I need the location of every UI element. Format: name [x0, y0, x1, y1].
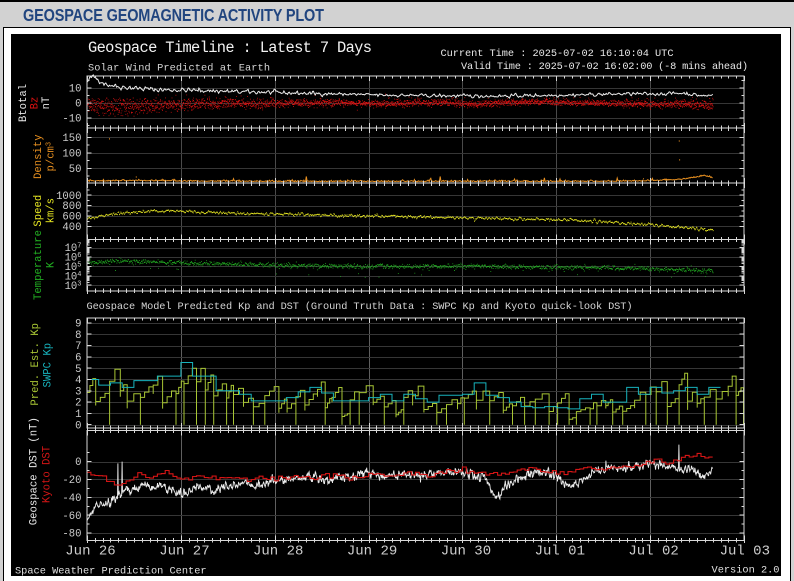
svg-text:-80: -80	[62, 529, 81, 541]
svg-text:Jun 26: Jun 26	[65, 544, 115, 560]
svg-text:107: 107	[65, 243, 82, 256]
svg-text:Jul 01: Jul 01	[535, 544, 585, 560]
svg-text:1000: 1000	[56, 191, 81, 203]
svg-text:km/s: km/s	[45, 198, 57, 223]
svg-text:8: 8	[75, 330, 81, 342]
svg-text:-60: -60	[62, 511, 81, 523]
svg-text:Bz: Bz	[29, 97, 41, 110]
svg-text:0: 0	[75, 99, 81, 111]
svg-text:Current Time : 2025-07-02 16:1: Current Time : 2025-07-02 16:10:04 UTC	[440, 48, 673, 60]
svg-text:104: 104	[65, 271, 82, 284]
svg-text:5: 5	[75, 364, 81, 376]
svg-text:-10: -10	[62, 114, 81, 126]
svg-text:3: 3	[75, 387, 81, 399]
svg-text:400: 400	[62, 222, 81, 234]
svg-text:0: 0	[75, 421, 81, 433]
svg-text:2: 2	[75, 398, 81, 410]
svg-text:Version 2.0: Version 2.0	[712, 565, 780, 577]
svg-text:-40: -40	[62, 493, 81, 505]
svg-text:-20: -20	[62, 475, 81, 487]
svg-text:Speed: Speed	[33, 195, 45, 227]
svg-text:600: 600	[62, 212, 81, 224]
svg-text:0: 0	[75, 457, 81, 469]
svg-text:50: 50	[69, 164, 82, 176]
svg-text:Jul 02: Jul 02	[628, 544, 678, 560]
svg-text:Space Weather Prediction Cente: Space Weather Prediction Center	[15, 566, 207, 577]
svg-text:Temperature: Temperature	[33, 230, 45, 300]
svg-text:Geospace Timeline : Latest 7 D: Geospace Timeline : Latest 7 Days	[88, 39, 372, 57]
svg-text:7: 7	[75, 341, 81, 353]
svg-text:105: 105	[65, 262, 82, 275]
svg-text:106: 106	[65, 252, 82, 265]
svg-text:Kyoto DST: Kyoto DST	[41, 446, 53, 503]
svg-text:Geospace Model Predicted Kp an: Geospace Model Predicted Kp and DST (Gro…	[86, 301, 632, 313]
svg-text:p/cm3: p/cm3	[45, 142, 57, 172]
svg-text:4: 4	[75, 375, 81, 387]
svg-text:10: 10	[69, 84, 82, 96]
svg-text:Jun 30: Jun 30	[441, 544, 491, 560]
svg-text:Jun 28: Jun 28	[253, 544, 303, 560]
svg-text:100: 100	[62, 149, 81, 161]
svg-text:Pred. Est. Kp: Pred. Est. Kp	[30, 323, 42, 406]
svg-text:Jun 29: Jun 29	[347, 544, 397, 560]
svg-text:150: 150	[62, 133, 81, 145]
svg-text:9: 9	[75, 319, 81, 331]
svg-text:Jul 03: Jul 03	[720, 544, 770, 560]
svg-text:Jun 27: Jun 27	[159, 544, 209, 560]
svg-text:6: 6	[75, 353, 81, 365]
svg-text:1: 1	[75, 409, 81, 421]
svg-text:K: K	[45, 261, 57, 268]
svg-text:Valid Time : 2025-07-02 16:02:: Valid Time : 2025-07-02 16:02:00 (-8 min…	[461, 61, 748, 73]
svg-text:Geospace DST (nT): Geospace DST (nT)	[29, 417, 41, 525]
svg-text:nT: nT	[41, 97, 53, 110]
svg-text:Btotal: Btotal	[18, 84, 30, 122]
svg-text:800: 800	[62, 201, 81, 213]
svg-text:Solar Wind Predicted at Earth: Solar Wind Predicted at Earth	[88, 63, 270, 75]
svg-text:103: 103	[65, 281, 82, 294]
svg-text:SWPC Kp: SWPC Kp	[42, 343, 54, 388]
svg-text:Density: Density	[33, 135, 45, 180]
